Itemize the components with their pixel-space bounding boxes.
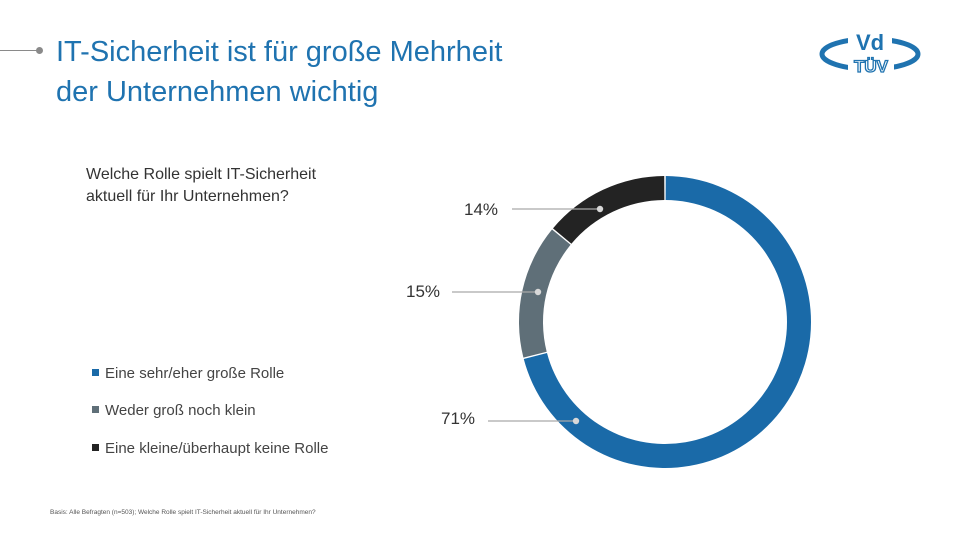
- slice-neutral: [519, 229, 571, 358]
- page-title-line-1: IT-Sicherheit ist für große Mehrheit: [56, 36, 503, 68]
- legend-swatch-large-role: [92, 369, 99, 376]
- title-accent-line: [0, 50, 38, 51]
- data-label-large-role: 71%: [441, 409, 475, 428]
- chart-question-line-1: Welche Rolle spielt IT-Sicherheit: [86, 166, 317, 183]
- legend-label-large-role: Eine sehr/eher große Rolle: [105, 365, 285, 382]
- chart-question: Welche Rolle spielt IT-Sicherheit aktuel…: [86, 164, 376, 208]
- leader-dot-neutral: [534, 288, 542, 296]
- legend-label-neutral: Weder groß noch klein: [105, 402, 256, 419]
- legend-item-neutral: Weder groß noch klein: [92, 401, 256, 421]
- logo-mask-bottom: [848, 55, 894, 75]
- legend-item-small-role: Eine kleine/überhaupt keine Rolle: [92, 439, 328, 459]
- data-label-neutral: 15%: [406, 282, 440, 301]
- logo-text-bottom: TÜV: [854, 57, 889, 76]
- leader-dot-small-role: [596, 205, 604, 213]
- legend-swatch-small-role: [92, 444, 99, 451]
- legend-swatch-neutral: [92, 406, 99, 413]
- logo-text-top: Vd: [856, 30, 884, 55]
- logo-mask-top: [848, 32, 892, 54]
- footnote: Basis: Alle Befragten (n=503); Welche Ro…: [50, 509, 316, 516]
- legend-label-small-role: Eine kleine/überhaupt keine Rolle: [105, 440, 329, 457]
- leader-dot-large-role: [572, 417, 580, 425]
- legend-item-large-role: Eine sehr/eher große Rolle: [92, 364, 284, 384]
- page-title-line-2: der Unternehmen wichtig: [56, 76, 379, 108]
- data-label-small-role: 14%: [464, 200, 498, 219]
- chart-question-line-2: aktuell für Ihr Unternehmen?: [86, 188, 289, 205]
- slice-small-role: [552, 176, 665, 244]
- vdtuev-logo: Vd TÜV: [819, 30, 921, 77]
- title-accent-dot: [36, 47, 43, 54]
- page-title: IT-Sicherheit ist für große Mehrheit der…: [56, 32, 696, 112]
